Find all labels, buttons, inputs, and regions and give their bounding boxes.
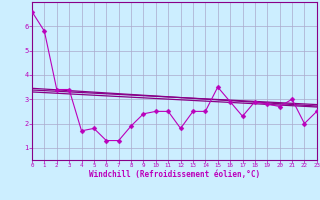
X-axis label: Windchill (Refroidissement éolien,°C): Windchill (Refroidissement éolien,°C) [89,170,260,179]
